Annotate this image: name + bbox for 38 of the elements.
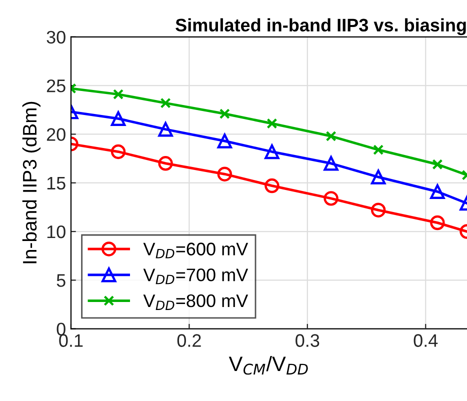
point: [110, 111, 126, 126]
x-tick-label: 0.3: [296, 334, 320, 347]
point: [432, 159, 443, 170]
point: [370, 170, 386, 184]
y-tick-label: 10: [47, 225, 66, 238]
legend-label: V$_{DD}$=700 mV: [143, 268, 248, 284]
point: [219, 108, 230, 120]
y-tick-label: 5: [56, 274, 66, 287]
y-tick-label: 25: [46, 79, 66, 92]
point: [430, 215, 445, 230]
chart-title: Simulated in-band IIP3 vs. biasing: [176, 18, 466, 36]
y-tick-label: 0: [56, 322, 66, 336]
point: [160, 98, 171, 108]
x-axis-title: V$_{CM}$/V$_{DD}$: [228, 356, 308, 375]
point: [158, 156, 173, 171]
legend-label: V$_{DD}$=800 mV: [143, 294, 248, 310]
y-tick-label: 30: [46, 30, 66, 44]
x-tick-label: 0.1: [59, 334, 83, 347]
point: [324, 191, 338, 206]
point: [217, 134, 232, 148]
point: [324, 156, 338, 171]
x-tick-label: 0.4: [414, 334, 438, 347]
x-tick-label: 0.2: [177, 334, 201, 347]
point: [158, 122, 173, 137]
point: [266, 118, 278, 129]
point: [370, 202, 386, 218]
point: [326, 130, 336, 142]
y-tick-label: 15: [47, 176, 66, 190]
point: [264, 144, 280, 160]
point: [110, 144, 126, 160]
point: [112, 89, 124, 100]
point: [373, 144, 384, 156]
y-axis-title: In-band IIP3 (dBm): [22, 102, 40, 264]
point: [264, 178, 280, 194]
point: [430, 184, 445, 199]
legend-label: V$_{DD}$=600 mV: [143, 242, 248, 258]
y-tick-label: 20: [46, 128, 66, 141]
point: [217, 166, 232, 182]
